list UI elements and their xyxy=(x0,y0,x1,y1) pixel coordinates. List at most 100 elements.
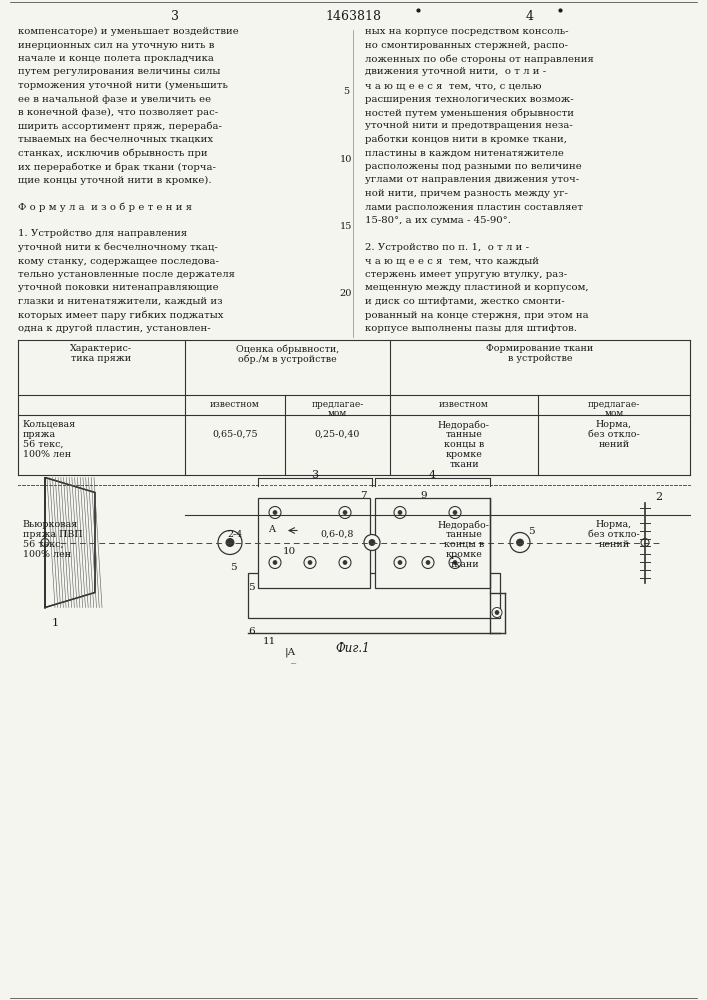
Circle shape xyxy=(226,538,234,546)
Text: Оценка обрывности,: Оценка обрывности, xyxy=(236,344,339,354)
Text: ткани: ткани xyxy=(449,560,479,569)
Text: 2: 2 xyxy=(655,492,662,502)
Text: мещенную между пластиной и корпусом,: мещенную между пластиной и корпусом, xyxy=(365,284,589,292)
Circle shape xyxy=(273,560,277,564)
Circle shape xyxy=(343,510,347,514)
Text: ложенных по обе стороны от направления: ложенных по обе стороны от направления xyxy=(365,54,594,64)
Text: Характерис-: Характерис- xyxy=(71,344,133,353)
Text: концы в: концы в xyxy=(444,540,484,549)
Circle shape xyxy=(453,560,457,564)
Text: работки концов нити в кромке ткани,: работки концов нити в кромке ткани, xyxy=(365,135,567,144)
Text: танные: танные xyxy=(445,530,482,539)
Text: движения уточной нити,  о т л и -: движения уточной нити, о т л и - xyxy=(365,68,546,77)
Circle shape xyxy=(453,510,457,514)
Circle shape xyxy=(369,540,375,546)
Circle shape xyxy=(398,510,402,514)
Text: 11: 11 xyxy=(263,638,276,647)
Circle shape xyxy=(422,556,434,568)
Circle shape xyxy=(394,506,406,518)
Text: Фиг.1: Фиг.1 xyxy=(336,642,370,655)
Text: предлагае-: предлагае- xyxy=(588,400,640,409)
Text: тываемых на бесчелночных ткацких: тываемых на бесчелночных ткацких xyxy=(18,135,213,144)
Text: 10: 10 xyxy=(340,154,352,163)
Text: ткани: ткани xyxy=(449,460,479,469)
Text: 0,25-0,40: 0,25-0,40 xyxy=(315,430,360,439)
Text: одна к другой пластин, установлен-: одна к другой пластин, установлен- xyxy=(18,324,211,333)
Text: расположены под разными по величине: расположены под разными по величине xyxy=(365,162,582,171)
Text: Недорабо-: Недорабо- xyxy=(438,520,490,530)
Text: в конечной фазе), что позволяет рас-: в конечной фазе), что позволяет рас- xyxy=(18,108,218,117)
Bar xyxy=(258,497,370,587)
Text: Норма,: Норма, xyxy=(596,520,632,529)
Circle shape xyxy=(273,510,277,514)
Circle shape xyxy=(398,560,402,564)
Text: 0,65-0,75: 0,65-0,75 xyxy=(212,430,258,439)
Text: 56 текс,: 56 текс, xyxy=(23,440,64,449)
Text: кому станку, содержащее последова-: кому станку, содержащее последова- xyxy=(18,256,219,265)
Text: путем регулирования величины силы: путем регулирования величины силы xyxy=(18,68,221,77)
Text: 100% лен: 100% лен xyxy=(23,550,71,559)
Text: 10: 10 xyxy=(283,548,296,556)
Text: мом: мом xyxy=(328,409,347,418)
Text: Вьюрковая: Вьюрковая xyxy=(23,520,78,529)
Text: мом: мом xyxy=(604,409,624,418)
Circle shape xyxy=(449,556,461,568)
Text: 5: 5 xyxy=(528,528,534,536)
Circle shape xyxy=(269,556,281,568)
Text: ширить ассортимент пряж, перераба-: ширить ассортимент пряж, перераба- xyxy=(18,121,222,131)
Text: Кольцевая: Кольцевая xyxy=(23,420,76,429)
Text: их переработке и брак ткани (торча-: их переработке и брак ткани (торча- xyxy=(18,162,216,172)
Text: 3: 3 xyxy=(312,470,319,480)
Text: пряжа ПВП: пряжа ПВП xyxy=(23,530,83,539)
Text: углами от направления движения уточ-: углами от направления движения уточ- xyxy=(365,176,579,184)
Text: ностей путем уменьшения обрывности: ностей путем уменьшения обрывности xyxy=(365,108,574,117)
Text: расширения технологических возмож-: расширения технологических возмож- xyxy=(365,95,573,104)
Text: Формирование ткани: Формирование ткани xyxy=(486,344,594,353)
Text: в устройстве: в устройстве xyxy=(508,354,572,363)
Text: но смонтированных стержней, распо-: но смонтированных стержней, распо- xyxy=(365,40,568,49)
Text: 100% лен: 100% лен xyxy=(23,450,71,459)
Text: уточной нити и предотвращения неза-: уточной нити и предотвращения неза- xyxy=(365,121,573,130)
Text: 56 текс,: 56 текс, xyxy=(23,540,64,549)
Circle shape xyxy=(308,560,312,564)
Circle shape xyxy=(495,610,499,614)
Circle shape xyxy=(343,560,347,564)
Text: 4: 4 xyxy=(526,10,534,23)
Text: |A: |A xyxy=(285,648,296,657)
Circle shape xyxy=(339,556,351,568)
Text: 20: 20 xyxy=(340,290,352,298)
Text: обр./м в устройстве: обр./м в устройстве xyxy=(238,354,337,363)
Circle shape xyxy=(218,530,242,554)
Circle shape xyxy=(41,538,49,546)
Text: ной нити, причем разность между уг-: ной нити, причем разность между уг- xyxy=(365,189,568,198)
Text: Норма,: Норма, xyxy=(596,420,632,429)
Text: 3: 3 xyxy=(171,10,179,23)
Text: пряжа: пряжа xyxy=(23,430,56,439)
Bar xyxy=(248,572,500,617)
Text: ее в начальной фазе и увеличить ее: ее в начальной фазе и увеличить ее xyxy=(18,95,211,104)
Text: уточной нити к бесчелночному ткац-: уточной нити к бесчелночному ткац- xyxy=(18,243,218,252)
Text: ч а ю щ е е с я  тем, что, с целью: ч а ю щ е е с я тем, что, с целью xyxy=(365,81,542,90)
Text: лами расположения пластин составляет: лами расположения пластин составляет xyxy=(365,202,583,212)
Text: 2. Устройство по п. 1,  о т л и -: 2. Устройство по п. 1, о т л и - xyxy=(365,243,529,252)
Text: 5: 5 xyxy=(248,582,255,591)
Text: корпусе выполнены пазы для штифтов.: корпусе выполнены пазы для штифтов. xyxy=(365,324,577,333)
Text: ных на корпусе посредством консоль-: ных на корпусе посредством консоль- xyxy=(365,27,568,36)
Circle shape xyxy=(426,560,430,564)
Text: торможения уточной нити (уменьшить: торможения уточной нити (уменьшить xyxy=(18,81,228,90)
Text: стержень имеет упругую втулку, раз-: стержень имеет упругую втулку, раз- xyxy=(365,270,567,279)
Circle shape xyxy=(517,539,523,546)
Text: 5: 5 xyxy=(230,562,236,572)
Text: 1: 1 xyxy=(52,617,59,628)
Circle shape xyxy=(492,607,502,617)
Text: Ф о р м у л а  и з о б р е т е н и я: Ф о р м у л а и з о б р е т е н и я xyxy=(18,202,192,212)
Text: ч а ю щ е е с я  тем, что каждый: ч а ю щ е е с я тем, что каждый xyxy=(365,256,539,265)
Text: уточной поковки нитенаправляющие: уточной поковки нитенаправляющие xyxy=(18,284,218,292)
Text: глазки и нитенатяжители, каждый из: глазки и нитенатяжители, каждый из xyxy=(18,297,223,306)
Text: известном: известном xyxy=(210,400,260,409)
Text: и диск со штифтами, жестко смонти-: и диск со штифтами, жестко смонти- xyxy=(365,297,565,306)
Text: танные: танные xyxy=(445,430,482,439)
Text: 5: 5 xyxy=(343,87,349,96)
Text: кромке: кромке xyxy=(445,550,482,559)
Text: щие концы уточной нити в кромке).: щие концы уточной нити в кромке). xyxy=(18,176,211,185)
